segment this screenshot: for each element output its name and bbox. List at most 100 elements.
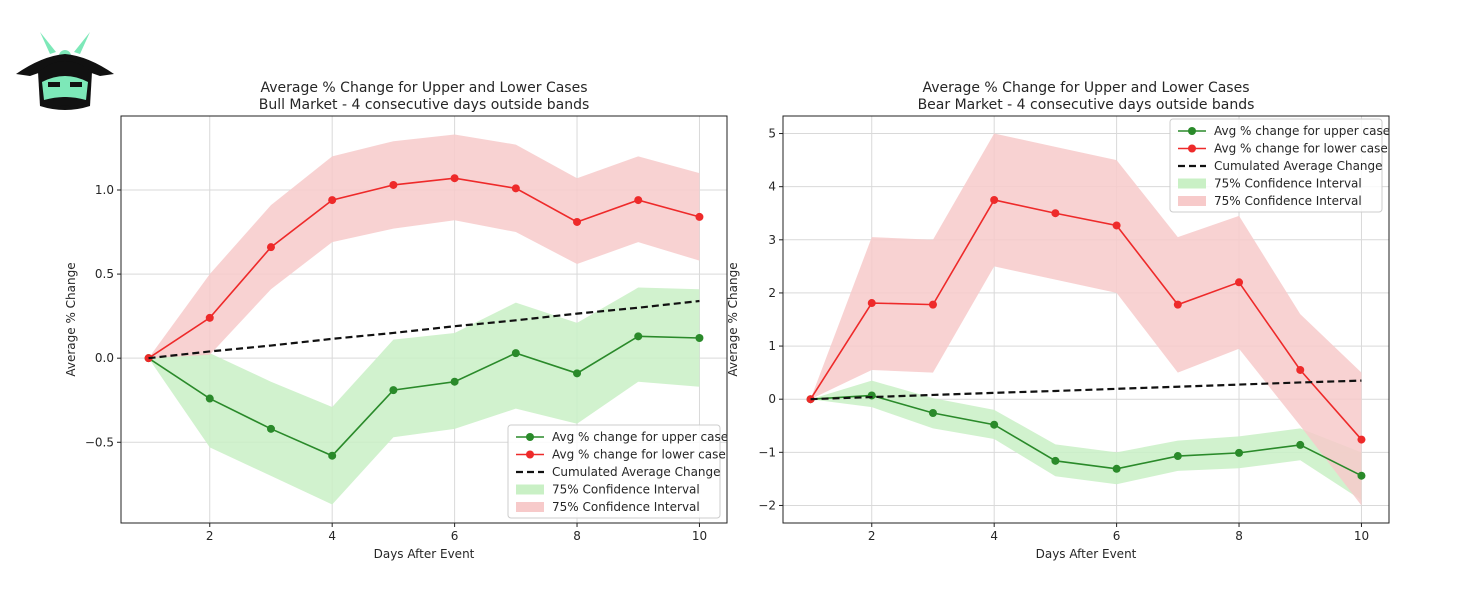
chart-2-legend-label-0: Avg % change for upper case [1214, 124, 1390, 138]
chart-1-lower-case-line-point [695, 212, 704, 221]
chart-2-x-tick-label: 6 [1113, 529, 1121, 543]
chart-2-y-tick-label: 1 [768, 339, 776, 353]
chart-2-legend-label-3: 75% Confidence Interval [1214, 177, 1362, 191]
chart-1-lower-case-line-point [573, 217, 582, 226]
chart-1-upper-case-line-point [389, 386, 398, 395]
chart-2-lower-case-line-point [1235, 278, 1244, 287]
chart-1-y-tick-label: 0.5 [95, 267, 114, 281]
chart-1-x-axis-label: Days After Event [374, 547, 475, 561]
chart-2-legend-marker-0 [1188, 127, 1196, 135]
chart-2-upper-case-line-point [1112, 464, 1121, 473]
chart-1-legend-marker-0 [526, 433, 534, 441]
chart-1-lower-case-line-point [511, 184, 520, 193]
chart-1-y-tick-label: 1.0 [95, 183, 114, 197]
chart-1-upper-case-line [148, 335, 700, 457]
chart-2-upper-case-line-point [928, 409, 937, 418]
chart-2-lower-case-line [809, 199, 1363, 441]
chart-1-x-tick-label: 8 [573, 529, 581, 543]
chart-1-lower-case-line-point [450, 174, 459, 183]
chart-2-upper-case-line-point [1173, 452, 1182, 461]
chart-2-lower-case-line-point [1051, 209, 1060, 218]
chart-2-upper-case-line-point [990, 420, 999, 429]
chart-1-legend-marker-1 [526, 450, 534, 459]
chart-1-plot-frame [120, 115, 728, 524]
chart-1-y-tick-label: −0.5 [85, 435, 114, 449]
chart-2-y-tick-label: 0 [768, 392, 776, 406]
chart-1-upper-case-line-point [511, 349, 520, 358]
chart-2-x-tick-label: 2 [868, 529, 876, 543]
chart-1-upper-case-line-point [328, 451, 337, 460]
chart-1-legend-swatch-4 [516, 502, 544, 512]
chart-2-y-tick-label: −2 [758, 498, 776, 512]
chart-2-cumulated-average-line [810, 379, 1362, 401]
chart-1-lower-case-line-point [266, 243, 275, 252]
chart-2-legend-marker-1 [1188, 144, 1196, 153]
chart-2-confidence-band-4 [810, 133, 1362, 506]
chart-2-x-tick-label: 8 [1235, 529, 1243, 543]
chart-1-x-tick-label: 4 [328, 529, 336, 543]
chart-1-title-line-2: Bull Market - 4 consecutive days outside… [259, 97, 590, 113]
chart-2-upper-case-line-point [1235, 448, 1244, 457]
chart-1-x-tick-label: 2 [206, 529, 214, 543]
chart-2-x-tick-label: 4 [990, 529, 998, 543]
chart-1-title-line-1: Average % Change for Upper and Lower Cas… [260, 80, 587, 96]
chart-2-upper-case-line-point [1296, 440, 1305, 449]
chart-1-lower-case-line-point [205, 313, 214, 322]
chart-1-legend-label-1: Avg % change for lower case [552, 448, 726, 462]
chart-2-confidence-band-3 [810, 380, 1362, 501]
chart-2-legend-box [1169, 118, 1383, 213]
chart-2-legend-label-2: Cumulated Average Change [1214, 159, 1383, 173]
chart-2-lower-case-line-point [1357, 435, 1366, 444]
chart-2-lower-case-line-point [928, 300, 937, 309]
chart-1-legend-box [507, 424, 721, 519]
chart-1-upper-case-line-point [634, 332, 643, 341]
chart-2-upper-case-line-point [1357, 471, 1366, 480]
chart-2-legend-swatch-4 [1178, 196, 1206, 206]
chart-2-legend-label-4: 75% Confidence Interval [1214, 194, 1362, 208]
chart-2-title-line-1: Average % Change for Upper and Lower Cas… [922, 80, 1249, 96]
chart-1-y-tick-label: 0.0 [95, 351, 114, 365]
chart-1-upper-case-line-point [450, 377, 459, 386]
chart-1-upper-case-line-point [695, 334, 704, 342]
chart-2-lower-case-line-point [1296, 365, 1305, 374]
chart-1-x-tick-label: 10 [692, 529, 707, 543]
chart-1-confidence-band-4 [148, 134, 700, 359]
chart-2-y-tick-label: 3 [768, 233, 776, 247]
chart-1-upper-case-line-point [573, 369, 582, 378]
chart-1-confidence-band-3 [148, 287, 700, 505]
chart-2-upper-case-line-point [867, 391, 876, 400]
chart-1-legend-label-2: Cumulated Average Change [552, 465, 721, 479]
chart-2-y-tick-label: −1 [758, 445, 776, 459]
chart-2-lower-case-line-point [1173, 300, 1182, 309]
chart-1-lower-case-line-point [328, 196, 337, 205]
chart-1-lower-case-line-point [634, 196, 643, 205]
chart-1-legend-label-0: Avg % change for upper case [552, 430, 728, 444]
samurai-logo-icon [16, 32, 114, 110]
chart-2-y-tick-label: 5 [768, 127, 776, 141]
chart-2-y-axis-label: Average % Change [726, 262, 740, 376]
chart-1-x-tick-label: 6 [451, 529, 459, 543]
chart-1-upper-case-line-point [205, 394, 214, 403]
chart-1-upper-case-line-point [266, 424, 275, 433]
chart-2-legend-swatch-3 [1178, 178, 1206, 189]
chart-1-lower-case-line [148, 177, 700, 359]
chart-2-title-line-2: Bear Market - 4 consecutive days outside… [918, 97, 1255, 113]
chart-1-y-axis-label: Average % Change [64, 262, 78, 376]
chart-2-lower-case-line-point [1112, 221, 1121, 230]
chart-2-plot-frame [782, 115, 1390, 524]
chart-2-upper-case-line-point [1051, 456, 1060, 465]
chart-2-lower-case-line-point [990, 195, 999, 204]
chart-1-cumulated-average-line [148, 299, 700, 360]
chart-2-y-tick-label: 2 [768, 286, 776, 300]
chart-1-legend-swatch-3 [516, 484, 544, 495]
chart-1-legend-label-3: 75% Confidence Interval [552, 483, 700, 497]
chart-1-legend-label-4: 75% Confidence Interval [552, 500, 700, 514]
chart-2-x-axis-label: Days After Event [1036, 547, 1137, 561]
chart-2-legend-label-1: Avg % change for lower case [1214, 142, 1388, 156]
chart-2-lower-case-line-point [867, 299, 876, 308]
chart-1-lower-case-line-point [389, 180, 398, 189]
chart-2-y-tick-label: 4 [768, 180, 776, 194]
chart-2-upper-case-line [810, 394, 1362, 477]
chart-2-x-tick-label: 10 [1354, 529, 1369, 543]
